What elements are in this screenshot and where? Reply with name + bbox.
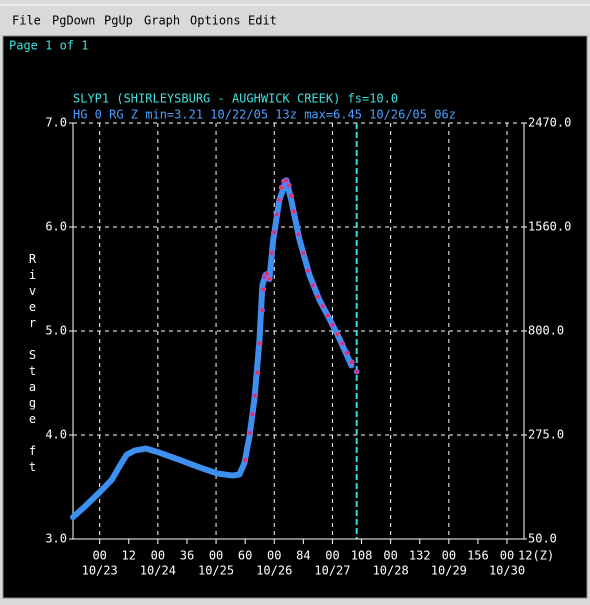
x-tick-label: 156 — [467, 549, 489, 563]
forecast-point — [249, 411, 256, 418]
forecast-point — [349, 359, 355, 366]
x-tick-label: 60 — [238, 549, 252, 563]
y2-tick-label: 1560.0 — [528, 220, 571, 234]
menu-item[interactable]: Options — [190, 14, 241, 28]
forecast-point — [259, 307, 265, 314]
x-tick-label: 12(Z) — [518, 549, 554, 563]
x-tick-label: 00 — [151, 549, 165, 563]
y2-tick-label: 2470.0 — [528, 116, 571, 130]
forecast-point — [288, 193, 295, 199]
forecast-point — [324, 312, 331, 319]
menu-bar: File PgDown PgUp Graph Options Edit — [12, 14, 277, 28]
x-day-label: 10/26 — [256, 564, 292, 578]
menu-item[interactable]: Edit — [248, 14, 277, 28]
forecast-point — [271, 229, 278, 235]
menu-item[interactable]: PgUp — [104, 14, 133, 28]
x-tick-label: 12 — [122, 549, 136, 563]
page-label: Page 1 of 1 — [9, 39, 88, 53]
x-tick-label: 132 — [409, 549, 431, 563]
forecast-point — [276, 197, 282, 203]
forecast-point — [290, 208, 297, 215]
forecast-point — [353, 368, 360, 375]
y-tick-label: 4.0 — [45, 428, 67, 442]
x-day-label: 10/24 — [140, 564, 176, 578]
x-day-label: 10/27 — [314, 564, 350, 578]
x-day-label: 10/23 — [82, 564, 118, 578]
forecast-point — [286, 182, 292, 189]
forecast-point — [319, 303, 326, 309]
forecast-point — [256, 340, 263, 347]
forecast-point — [315, 293, 321, 300]
forecast-point — [334, 331, 341, 337]
forecast-point — [344, 350, 350, 356]
y-tick-label: 7.0 — [45, 116, 67, 130]
x-tick-label: 00 — [92, 549, 106, 563]
x-day-label: 10/30 — [489, 564, 525, 578]
forecast-point — [278, 184, 285, 191]
forecast-point — [242, 457, 248, 463]
y-tick-label: 6.0 — [45, 220, 67, 234]
forecast-point — [273, 211, 280, 218]
plot-window — [2, 35, 588, 599]
menu-item[interactable]: File — [12, 14, 41, 28]
x-tick-label: 36 — [180, 549, 194, 563]
observed-line — [70, 177, 355, 521]
forecast-point — [310, 282, 316, 289]
forecast-point — [252, 392, 258, 399]
menu-item[interactable]: Graph — [144, 14, 180, 28]
forecast-point — [269, 250, 275, 256]
x-tick-label: 00 — [500, 549, 514, 563]
forecast-point — [260, 286, 267, 293]
x-tick-label: 84 — [296, 549, 310, 563]
forecast-point — [329, 321, 336, 328]
chart-subtitle: HG 0 RG Z min=3.21 10/22/05 13z max=6.45… — [73, 108, 456, 122]
forecast-point — [254, 369, 261, 376]
forecast-point — [264, 271, 270, 277]
x-tick-label: 00 — [209, 549, 223, 563]
x-tick-label: 00 — [383, 549, 397, 563]
y2-tick-label: 275.0 — [528, 428, 564, 442]
forecast-point — [247, 430, 253, 436]
forecast-point — [266, 276, 273, 282]
forecast-point — [300, 250, 307, 256]
y-axis-label: River Stage ft — [26, 252, 40, 476]
x-day-label: 10/29 — [431, 564, 467, 578]
x-tick-label: 00 — [325, 549, 339, 563]
chart-title: SLYP1 (SHIRLEYSBURG - AUGHWICK CREEK) fs… — [73, 92, 398, 106]
menu-item[interactable]: PgDown — [52, 14, 95, 28]
forecast-point — [295, 231, 302, 238]
x-tick-label: 00 — [442, 549, 456, 563]
x-day-label: 10/25 — [198, 564, 234, 578]
y2-tick-label: 800.0 — [528, 324, 564, 338]
forecast-point — [305, 267, 311, 274]
x-day-label: 10/28 — [373, 564, 409, 578]
x-tick-label: 108 — [351, 549, 373, 563]
forecast-point — [339, 340, 345, 347]
forecast-point — [283, 177, 290, 183]
y-tick-label: 3.0 — [45, 532, 67, 546]
x-tick-label: 00 — [267, 549, 281, 563]
y2-tick-label: 50.0 — [528, 532, 557, 546]
y-tick-label: 5.0 — [45, 324, 67, 338]
